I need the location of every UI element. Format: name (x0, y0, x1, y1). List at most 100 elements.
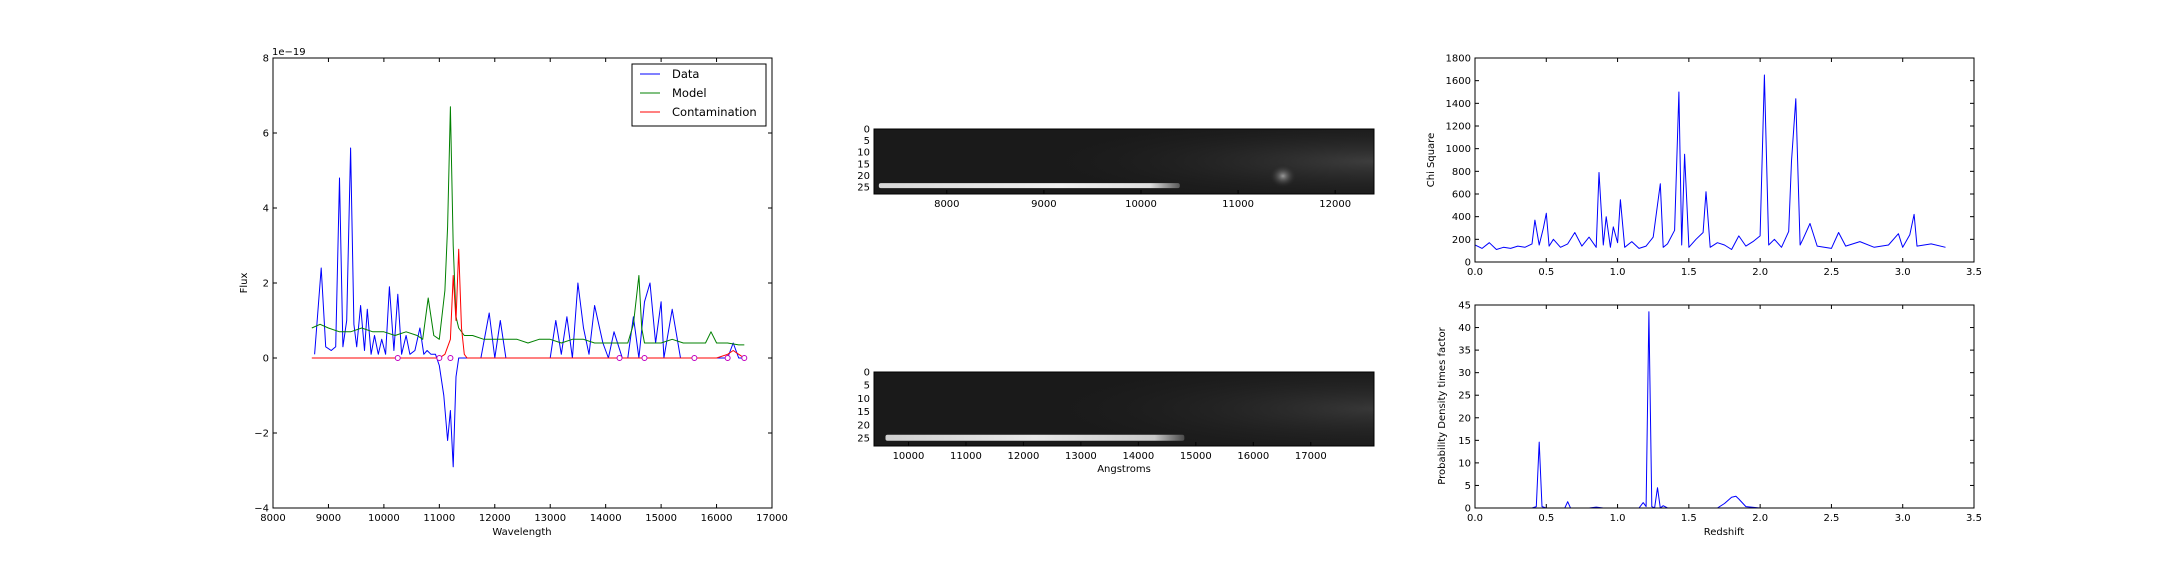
y-tick-label: 0 (864, 125, 870, 136)
y-tick-label: 30 (1458, 368, 1471, 379)
spectrum-y-label: Flux (239, 273, 250, 294)
x-tick-label: 16000 (701, 513, 733, 524)
pdf-y-label: Probability Density times factor (1437, 326, 1448, 484)
contamination-marker (436, 355, 443, 361)
legend-label-data: Data (672, 67, 699, 81)
chi-plot-area (1475, 74, 1946, 250)
x-tick-label: 1.0 (1610, 513, 1626, 524)
probability-density-line (1475, 311, 1946, 508)
y-tick-label: 5 (864, 381, 870, 392)
x-tick-label: 10000 (368, 513, 400, 524)
spectrum-legend: Data Model Contamination (631, 63, 767, 127)
y-tick-label: 0 (263, 354, 269, 365)
x-tick-label: 16000 (1237, 451, 1269, 462)
x-tick-label: 3.5 (1966, 513, 1982, 524)
x-tick-label: 8000 (934, 199, 959, 210)
y-tick-label: 6 (263, 129, 269, 140)
chi-axes-frame (1474, 57, 1975, 263)
contamination-marker (691, 355, 698, 361)
y-tick-label: 15 (857, 159, 870, 170)
x-tick-label: 11000 (1222, 199, 1254, 210)
spectrum-panel: 8000 9000 10000 11000 12000 13000 14000 15000 16… (239, 47, 788, 538)
x-tick-label: 10000 (893, 451, 925, 462)
x-tick-label: 17000 (1295, 451, 1327, 462)
y-tick-label: −2 (254, 429, 269, 440)
y-tick-label: 10 (1458, 458, 1471, 469)
x-tick-label: 2.5 (1823, 267, 1839, 278)
pdf-axes-background (1475, 305, 1974, 508)
y-tick-label: 45 (1458, 301, 1471, 312)
y-tick-label: 25 (1458, 391, 1471, 402)
y-tick-label: 5 (864, 136, 870, 147)
x-tick-label: 2.0 (1752, 513, 1768, 524)
y-tick-label: 1600 (1446, 76, 1471, 87)
y-tick-label: 15 (1458, 436, 1471, 447)
x-tick-label: 9000 (1031, 199, 1056, 210)
chi-axes-background (1475, 58, 1974, 262)
spectrum-offset-text: 1e−19 (272, 47, 306, 58)
x-tick-label: 10000 (1125, 199, 1157, 210)
x-tick-label: 1.5 (1681, 267, 1697, 278)
y-tick-label: 200 (1452, 235, 1471, 246)
contamination-marker (741, 355, 748, 361)
y-tick-label: 0 (1465, 258, 1471, 269)
x-tick-label: 9000 (316, 513, 341, 524)
contamination-marker (616, 355, 623, 361)
x-tick-label: 12000 (1319, 199, 1351, 210)
contamination-marker (394, 355, 401, 361)
x-tick-label: 2.0 (1752, 267, 1768, 278)
x-tick-label: 8000 (260, 513, 285, 524)
chi-x-ticks: 0.0 0.5 1.0 1.5 2.0 2.5 3.0 3.5 (1467, 58, 1982, 278)
x-tick-label: 15000 (645, 513, 677, 524)
y-tick-label: 2 (263, 279, 269, 290)
y-tick-label: 400 (1452, 212, 1471, 223)
y-tick-label: 20 (857, 420, 870, 431)
x-tick-label: 0.0 (1467, 513, 1483, 524)
x-tick-label: 0.5 (1538, 513, 1554, 524)
y-tick-label: 25 (857, 183, 870, 194)
x-tick-label: 0.0 (1467, 267, 1483, 278)
chi-square-line (1475, 74, 1946, 250)
y-tick-label: 20 (857, 171, 870, 182)
x-tick-label: 2.5 (1823, 513, 1839, 524)
y-tick-label: 20 (1458, 413, 1471, 424)
spectrum-axes-background (273, 58, 772, 508)
y-tick-label: 8 (263, 54, 269, 65)
top-image-blob (1269, 164, 1297, 188)
y-tick-label: 15 (857, 407, 870, 418)
y-tick-label: −4 (254, 504, 269, 515)
x-tick-label: 13000 (534, 513, 566, 524)
bottom-spectral-image-panel: 10000 11000 12000 13000 14000 15000 16000 17000… (857, 368, 1375, 475)
y-tick-label: 10 (857, 394, 870, 405)
x-tick-label: 3.0 (1895, 513, 1911, 524)
x-tick-label: 0.5 (1538, 267, 1554, 278)
x-tick-label: 12000 (479, 513, 511, 524)
probability-density-panel: 0.0 0.5 1.0 1.5 2.0 2.5 3.0 3.5 0 5 10 15 20 25 30 35 4… (1437, 301, 1982, 539)
spectrum-x-ticks: 8000 9000 10000 11000 12000 13000 14000 15000 16… (260, 58, 788, 524)
chi-y-label: Chi Square (1426, 133, 1437, 187)
bottom-image-x-ticks: 10000 11000 12000 13000 14000 15000 16000 17000 (893, 442, 1327, 462)
y-tick-label: 5 (1465, 481, 1471, 492)
x-tick-label: 14000 (1122, 451, 1154, 462)
x-tick-label: 1.0 (1610, 267, 1626, 278)
pdf-x-ticks: 0.0 0.5 1.0 1.5 2.0 2.5 3.0 3.5 (1467, 305, 1982, 524)
y-tick-label: 35 (1458, 346, 1471, 357)
spectrum-y-ticks: −4 −2 0 2 4 6 8 (254, 54, 772, 515)
y-tick-label: 0 (864, 368, 870, 379)
bottom-image-edge-glow (874, 372, 1374, 446)
chi-square-panel: 0.0 0.5 1.0 1.5 2.0 2.5 3.0 3.5 0 200 400 600 800 10… (1426, 54, 1982, 279)
y-tick-label: 800 (1452, 167, 1471, 178)
y-tick-label: 0 (1465, 504, 1471, 515)
spectrum-markers (394, 355, 748, 361)
pdf-x-label: Redshift (1704, 527, 1745, 538)
spectrum-x-label: Wavelength (492, 527, 551, 538)
bottom-image-x-label: Angstroms (1097, 464, 1151, 475)
y-tick-label: 10 (857, 148, 870, 159)
pdf-y-ticks: 0 5 10 15 20 25 30 35 40 45 (1458, 301, 1974, 515)
y-tick-label: 600 (1452, 190, 1471, 201)
x-tick-label: 1.5 (1681, 513, 1697, 524)
y-tick-label: 1400 (1446, 99, 1471, 110)
contamination-marker (447, 355, 454, 361)
